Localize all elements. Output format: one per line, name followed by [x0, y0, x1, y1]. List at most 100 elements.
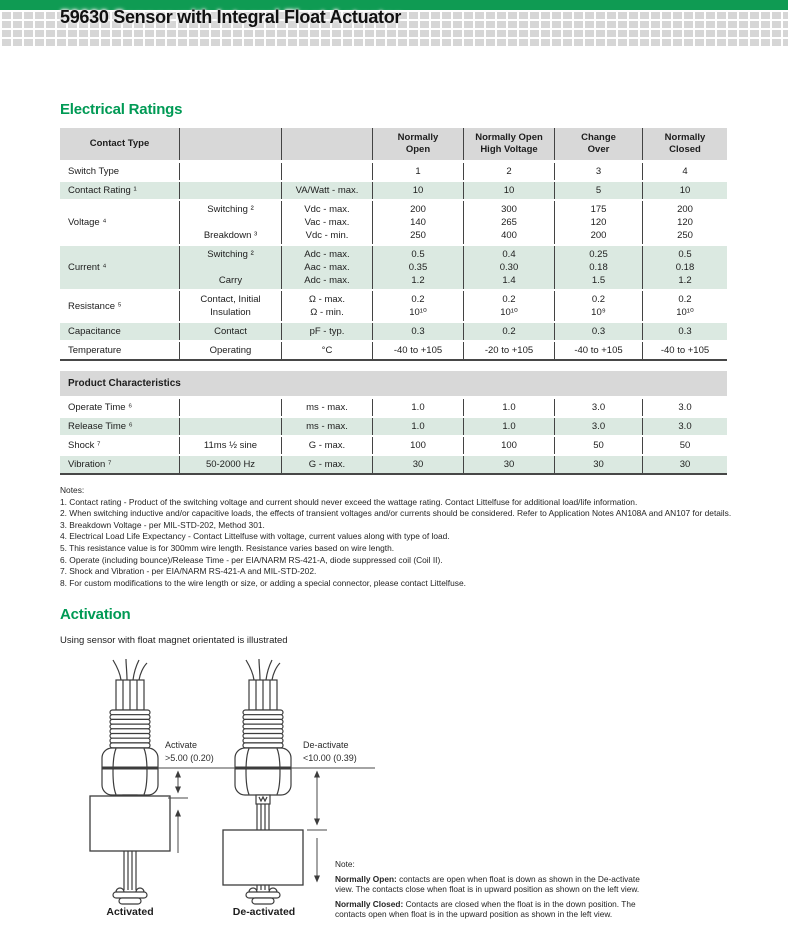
cell-value-2: 1.0: [464, 399, 555, 416]
note-normally-closed: Normally Closed: Contacts are closed whe…: [335, 899, 653, 920]
cell-value-3: 3.0: [555, 418, 643, 435]
footnote-1: 1. Contact rating - Product of the switc…: [60, 496, 638, 507]
cell-value-1: 30: [373, 456, 464, 473]
cell-unit: Vdc - max. Vac - max. Vdc - min.: [282, 201, 373, 244]
note-normally-open-lead: Normally Open:: [335, 873, 397, 884]
cell-sub: Operating: [180, 342, 282, 359]
cell-value-2: 300 265 400: [464, 201, 555, 244]
cell-value-3: 5: [555, 182, 643, 199]
cell-value-1: 0.2 10¹⁰: [373, 291, 464, 321]
activate-dimension-label: Activate >5.00 (0.20): [165, 739, 214, 764]
cell-label: Current ⁴: [60, 246, 180, 289]
row-capacitance: Capacitance Contact pF - typ. 0.3 0.2 0.…: [60, 323, 727, 342]
row-vibration: Vibration ⁷ 50-2000 Hz G - max. 30 30 30…: [60, 456, 727, 473]
cell-value-4: 30: [679, 459, 691, 470]
cell-sub: [180, 399, 282, 416]
cell-value-1: 1: [373, 163, 464, 180]
cell-value-2: 1.0: [464, 418, 555, 435]
footnote-5: 5. This resistance value is for 300mm wi…: [60, 542, 395, 553]
row-voltage: Voltage ⁴ Switching ² Breakdown ³ Vdc - …: [60, 201, 727, 246]
row-resistance: Resistance ⁵ Contact, Initial Insulation…: [60, 291, 727, 323]
cell-label: Operate Time ⁶: [60, 399, 180, 416]
cell-value-1: 0.3: [373, 323, 464, 340]
cell-unit: pF - typ.: [282, 323, 373, 340]
cell-value-4: 50: [679, 440, 691, 451]
cell-value-1: -40 to +105: [373, 342, 464, 359]
activation-subtitle: Using sensor with float magnet orientate…: [60, 635, 288, 646]
table-header-row: Contact Type Normally Open Normally Open…: [60, 128, 727, 163]
cell-label: Capacitance: [60, 323, 180, 340]
cell-value-2: 30: [464, 456, 555, 473]
cell-unit: [282, 163, 373, 180]
header-cell-blank-1: [180, 128, 282, 160]
cell-label: Shock ⁷: [60, 437, 180, 454]
top-green-bar: [0, 0, 788, 10]
cell-value-4: 3.0: [678, 402, 692, 413]
cell-value-2: 2: [464, 163, 555, 180]
cell-sub: Contact, Initial Insulation: [180, 291, 282, 321]
cell-sub: [180, 418, 282, 435]
caption-activated: Activated: [106, 906, 154, 918]
cell-value-3: 0.3: [555, 323, 643, 340]
cell-label: Contact Rating ¹: [60, 182, 180, 199]
activation-note-title: Note:: [335, 859, 355, 869]
float-deactivated-down-position: [222, 829, 304, 886]
footnote-2: 2. When switching inductive and/or capac…: [60, 508, 732, 519]
float-activated-up-position: [89, 795, 171, 852]
cell-value-3: 3.0: [555, 399, 643, 416]
page-title: 59630 Sensor with Integral Float Actuato…: [60, 7, 402, 27]
header-cell-normally-open-high-voltage: Normally Open High Voltage: [464, 128, 555, 160]
cell-value-4: 200 120 250: [677, 204, 693, 241]
cell-value-1: 0.5 0.35 1.2: [373, 246, 464, 289]
cell-value-2: 0.2: [464, 323, 555, 340]
row-temperature: Temperature Operating °C -40 to +105 -20…: [60, 342, 727, 359]
activation-note-block: Note: Normally Open: contacts are open w…: [335, 859, 653, 920]
cell-unit: ms - max.: [282, 399, 373, 416]
section-heading-activation: Activation: [60, 606, 131, 623]
cell-value-3: 50: [555, 437, 643, 454]
cell-value-2: 100: [464, 437, 555, 454]
cell-value-2: 0.2 10¹⁰: [464, 291, 555, 321]
row-shock: Shock ⁷ 11ms ½ sine G - max. 100 100 50 …: [60, 437, 727, 456]
note-normally-open-text: contacts are open when float is down as …: [335, 873, 640, 895]
cell-sub: 50-2000 Hz: [180, 456, 282, 473]
cell-value-4: 0.5 0.18 1.2: [675, 249, 695, 286]
activate-label: Activate: [165, 740, 198, 750]
cell-label: Temperature: [60, 342, 180, 359]
cell-sub: 11ms ½ sine: [180, 437, 282, 454]
cell-value-1: 200 140 250: [373, 201, 464, 244]
sensor-drawing-activated: [100, 657, 160, 906]
note-normally-closed-text: Contacts are closed when the float is in…: [335, 898, 636, 920]
header-cell-normally-open: Normally Open: [373, 128, 464, 160]
cell-label: Voltage ⁴: [60, 201, 180, 244]
row-operate-time: Operate Time ⁶ ms - max. 1.0 1.0 3.0 3.0: [60, 399, 727, 418]
cell-unit: G - max.: [282, 456, 373, 473]
footnote-8: 8. For custom modifications to the wire …: [60, 577, 466, 588]
cell-value-3: 30: [555, 456, 643, 473]
cell-value-4: 10: [679, 185, 691, 196]
cell-sub: Contact: [180, 323, 282, 340]
cell-value-4: -40 to +105: [660, 345, 710, 356]
note-normally-open: Normally Open: contacts are open when fl…: [335, 874, 653, 895]
cell-value-3: 175 120 200: [555, 201, 643, 244]
footnote-7: 7. Shock and Vibration - per EIA/NARM RS…: [60, 566, 317, 577]
section-heading-electrical-ratings: Electrical Ratings: [60, 101, 183, 118]
deactivate-label: De-activate: [303, 740, 349, 750]
cell-label: Release Time ⁶: [60, 418, 180, 435]
cell-label: Switch Type: [60, 163, 180, 180]
cell-value-3: 3: [555, 163, 643, 180]
row-release-time: Release Time ⁶ ms - max. 1.0 1.0 3.0 3.0: [60, 418, 727, 437]
header-cell-blank-2: [282, 128, 373, 160]
row-switch-type: Switch Type 1 2 3 4: [60, 163, 727, 182]
cell-unit: G - max.: [282, 437, 373, 454]
row-contact-rating: Contact Rating ¹ VA/Watt - max. 10 10 5 …: [60, 182, 727, 201]
header-cell-contact-type: Contact Type: [60, 128, 180, 160]
note-normally-closed-lead: Normally Closed:: [335, 898, 404, 909]
cell-value-3: 0.25 0.18 1.5: [555, 246, 643, 289]
deactivate-value: <10.00 (0.39): [303, 752, 357, 763]
footnote-4: 4. Electrical Load Life Expectancy - Con…: [60, 531, 450, 542]
cell-value-4: 0.2 10¹⁰: [676, 294, 694, 318]
footnotes-title: Notes:: [60, 485, 85, 495]
cell-value-4: 3.0: [678, 421, 692, 432]
